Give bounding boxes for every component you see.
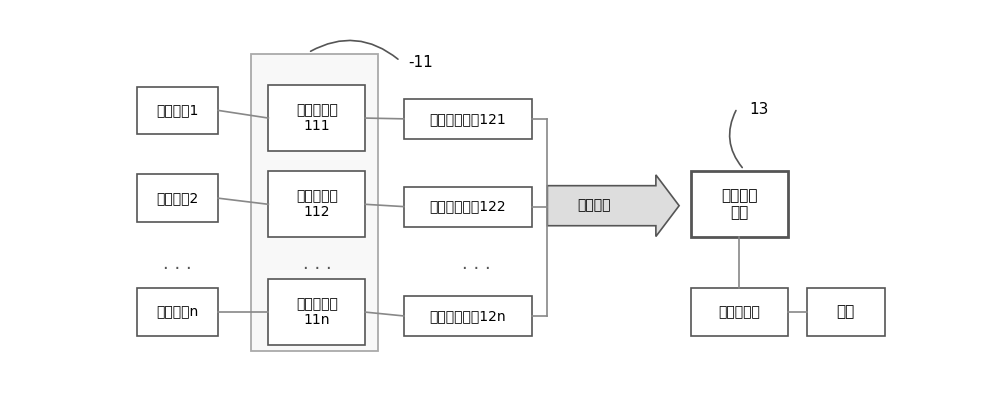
Text: 13: 13: [749, 102, 768, 117]
Text: 逆变器模块
11n: 逆变器模块 11n: [296, 297, 338, 327]
FancyBboxPatch shape: [691, 171, 788, 238]
FancyBboxPatch shape: [268, 171, 365, 238]
FancyBboxPatch shape: [268, 85, 365, 151]
Text: 光伏阵列2: 光伏阵列2: [156, 191, 198, 205]
FancyBboxPatch shape: [251, 54, 378, 351]
Text: 隔离变压器: 隔离变压器: [718, 305, 760, 319]
FancyBboxPatch shape: [268, 279, 365, 345]
FancyBboxPatch shape: [137, 288, 218, 336]
Text: 逆变器模块
111: 逆变器模块 111: [296, 103, 338, 133]
Text: -11: -11: [408, 55, 433, 70]
FancyBboxPatch shape: [404, 186, 532, 227]
FancyBboxPatch shape: [404, 99, 532, 139]
Text: 光伏阵列n: 光伏阵列n: [156, 305, 198, 319]
Text: . . .: . . .: [163, 255, 192, 273]
FancyBboxPatch shape: [404, 296, 532, 336]
Text: . . .: . . .: [462, 255, 490, 273]
Polygon shape: [547, 175, 679, 236]
Text: 逆变器模块
112: 逆变器模块 112: [296, 189, 338, 220]
Text: 第二控制
模块: 第二控制 模块: [721, 188, 757, 220]
Text: 第一控制模块121: 第一控制模块121: [430, 112, 506, 126]
FancyBboxPatch shape: [137, 86, 218, 134]
Text: 通讯总线: 通讯总线: [577, 199, 611, 213]
Text: 光伏阵列1: 光伏阵列1: [156, 103, 198, 117]
FancyBboxPatch shape: [137, 174, 218, 222]
FancyBboxPatch shape: [807, 288, 885, 336]
FancyBboxPatch shape: [691, 288, 788, 336]
Text: 电网: 电网: [837, 305, 855, 320]
Text: . . .: . . .: [303, 255, 332, 273]
Text: 第一控制模块12n: 第一控制模块12n: [430, 309, 506, 323]
Text: 第一控制模块122: 第一控制模块122: [430, 200, 506, 214]
